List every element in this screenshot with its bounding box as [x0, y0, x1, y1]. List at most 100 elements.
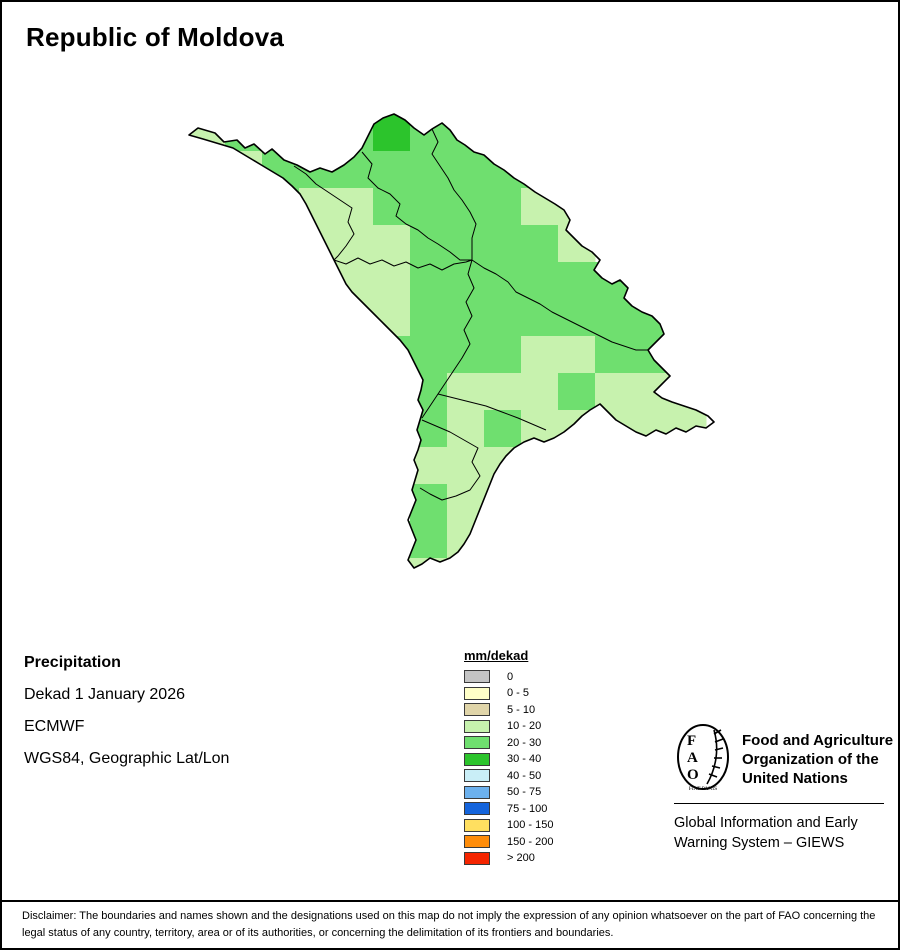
raster-cell — [447, 299, 485, 337]
raster-cell — [484, 188, 522, 226]
raster-cell — [484, 225, 522, 263]
giews-line2: Warning System – GIEWS — [674, 835, 845, 852]
legend-row: 40 - 50 — [464, 769, 553, 782]
fao-logo-letter-a: A — [687, 750, 698, 766]
raster-cell — [373, 262, 411, 300]
legend-label: 10 - 20 — [507, 720, 542, 732]
raster-cell — [632, 373, 670, 411]
raster-cell — [521, 225, 559, 263]
disclaimer-divider — [2, 900, 898, 902]
info-dekad-label: Dekad 1 January 2026 — [24, 686, 185, 703]
raster-cell — [447, 262, 485, 300]
giews-label: Global Information and Early Warning Sys… — [674, 813, 858, 854]
legend-swatch — [464, 736, 490, 749]
wheat-icon — [706, 729, 724, 785]
legend-label: 0 — [507, 670, 514, 683]
raster-cell — [447, 151, 485, 189]
raster-cell — [336, 299, 374, 337]
raster-cell — [447, 447, 485, 485]
raster-cell — [447, 225, 485, 263]
raster-cell — [373, 225, 411, 263]
fao-logo-motto: FIAT PANIS — [689, 786, 717, 792]
raster-cell — [595, 299, 633, 337]
legend-swatch — [464, 703, 490, 716]
fao-logo: F A O FIAT PANIS — [677, 724, 729, 792]
legend-row: 75 - 100 — [464, 802, 553, 815]
legend-row: 100 - 150 — [464, 818, 554, 832]
raster-cell — [373, 521, 411, 559]
legend-label: 50 - 75 — [507, 786, 542, 798]
raster-cell — [262, 188, 300, 226]
fao-logo-letter-f: F — [687, 733, 696, 749]
raster-cell — [410, 299, 448, 337]
legend: mm/dekad 0 0 - 5 5 - 10 10 - 20 20 - 30 30 - … — [464, 648, 553, 868]
fao-org-name: Food and Agriculture Organization of the… — [742, 732, 893, 788]
legend-label: 30 - 40 — [507, 753, 542, 765]
legend-swatch — [464, 752, 490, 766]
raster-cell — [410, 558, 448, 568]
raster-cell — [558, 336, 596, 374]
legend-swatch — [464, 818, 490, 832]
legend-row: 50 - 75 — [464, 785, 553, 799]
raster-cell — [447, 188, 485, 226]
giews-line1: Global Information and Early — [674, 815, 858, 831]
raster-cell — [595, 336, 633, 374]
legend-label: 150 - 200 — [507, 835, 554, 848]
legend-title: mm/dekad — [464, 648, 529, 663]
raster-cell — [558, 373, 596, 411]
legend-row: > 200 — [464, 851, 553, 865]
legend-swatch — [464, 670, 490, 683]
raster-cell — [410, 484, 448, 522]
raster-cell — [410, 151, 448, 189]
raster-cell — [410, 336, 448, 374]
legend-row: 10 - 20 — [464, 719, 553, 733]
raster-cell — [484, 447, 522, 485]
legend-row: 0 — [464, 670, 553, 683]
legend-row: 5 - 10 — [464, 703, 553, 716]
raster-cell — [484, 262, 522, 300]
raster-cell — [484, 410, 522, 448]
raster-cell — [189, 114, 226, 152]
raster-cell — [669, 373, 707, 411]
info-source-label: ECMWF — [24, 718, 85, 735]
raster-cell — [447, 484, 485, 522]
raster-cell — [410, 373, 448, 411]
raster-cell — [410, 114, 448, 152]
legend-label: 100 - 150 — [507, 819, 554, 831]
legend-swatch — [464, 769, 490, 782]
fao-logo-letter-o: O — [687, 767, 699, 783]
raster-cell — [558, 262, 596, 300]
raster-cell — [299, 225, 337, 263]
country-boundary — [188, 113, 715, 569]
legend-swatch — [464, 785, 490, 799]
raster-cell — [225, 151, 263, 189]
footer-divider — [674, 803, 884, 804]
legend-row: 30 - 40 — [464, 752, 553, 766]
legend-swatch — [464, 686, 490, 700]
raster-cell — [373, 336, 411, 374]
raster-cell — [521, 151, 559, 189]
info-precipitation-label: Precipitation — [24, 654, 121, 671]
raster-cell — [484, 299, 522, 337]
legend-label: > 200 — [507, 852, 535, 864]
raster-cell — [484, 484, 522, 522]
raster-cell — [447, 336, 485, 374]
raster-cell — [447, 373, 485, 411]
raster-cell — [373, 558, 411, 568]
raster-cell — [558, 225, 596, 263]
raster-cell — [521, 188, 559, 226]
legend-label: 75 - 100 — [507, 802, 548, 815]
raster-cell — [521, 410, 559, 448]
raster-cell — [410, 225, 448, 263]
raster-cell — [521, 336, 559, 374]
info-projection-label: WGS84, Geographic Lat/Lon — [24, 750, 230, 767]
legend-swatch — [464, 719, 490, 733]
district-boundaries — [293, 128, 648, 501]
raster-cell — [336, 225, 374, 263]
legend-label: 20 - 30 — [507, 736, 542, 749]
legend-swatch — [464, 835, 490, 848]
raster-cell — [336, 114, 374, 152]
legend-row: 150 - 200 — [464, 835, 553, 848]
